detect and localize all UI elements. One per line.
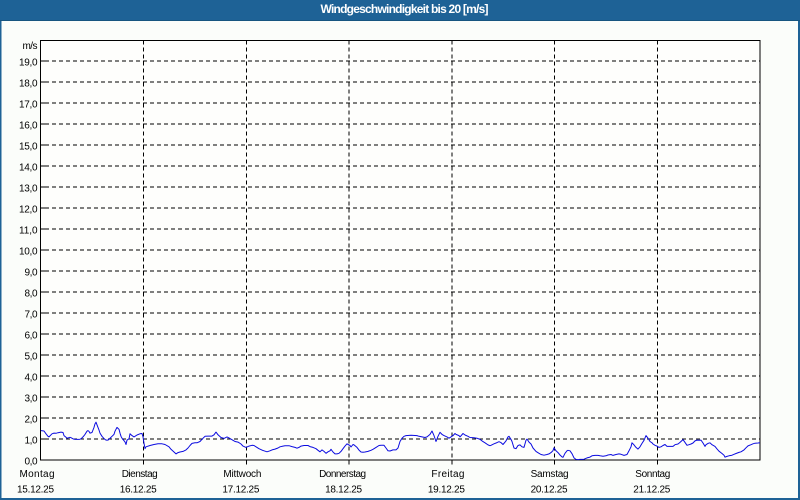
svg-text:4,0: 4,0 <box>25 373 38 384</box>
svg-text:13,0: 13,0 <box>19 184 38 195</box>
svg-text:16.12.25: 16.12.25 <box>120 484 157 495</box>
svg-text:19,0: 19,0 <box>19 58 38 69</box>
svg-text:1,0: 1,0 <box>25 436 38 447</box>
svg-text:16,0: 16,0 <box>19 121 38 132</box>
svg-text:21.12.25: 21.12.25 <box>633 484 670 495</box>
svg-text:Mittwoch: Mittwoch <box>223 469 261 480</box>
svg-text:Samstag: Samstag <box>531 469 569 480</box>
svg-text:Windgeschwindigkeit bis 20 [m/: Windgeschwindigkeit bis 20 [m/s] <box>321 2 489 16</box>
svg-text:6,0: 6,0 <box>25 331 38 342</box>
svg-text:5,0: 5,0 <box>25 352 38 363</box>
svg-text:2,0: 2,0 <box>25 415 38 426</box>
svg-text:17.12.25: 17.12.25 <box>222 484 259 495</box>
svg-text:18,0: 18,0 <box>19 79 38 90</box>
svg-text:Freitag: Freitag <box>431 469 464 480</box>
svg-text:15.12.25: 15.12.25 <box>17 484 54 495</box>
svg-text:Dienstag: Dienstag <box>122 469 158 480</box>
svg-text:17,0: 17,0 <box>19 100 38 111</box>
svg-text:10,0: 10,0 <box>19 247 38 258</box>
svg-text:14,0: 14,0 <box>19 163 38 174</box>
svg-text:8,0: 8,0 <box>25 289 38 300</box>
svg-text:20.12.25: 20.12.25 <box>531 484 568 495</box>
svg-text:0,0: 0,0 <box>25 457 38 468</box>
svg-text:18.12.25: 18.12.25 <box>325 484 362 495</box>
svg-text:19.12.25: 19.12.25 <box>428 484 465 495</box>
svg-text:7,0: 7,0 <box>25 310 38 321</box>
svg-text:m/s: m/s <box>23 41 38 52</box>
svg-text:9,0: 9,0 <box>25 268 38 279</box>
svg-text:11,0: 11,0 <box>19 226 38 237</box>
svg-text:12,0: 12,0 <box>19 205 38 216</box>
svg-text:15,0: 15,0 <box>19 142 38 153</box>
svg-text:3,0: 3,0 <box>25 394 38 405</box>
svg-text:Donnerstag: Donnerstag <box>319 469 366 480</box>
svg-text:Sonntag: Sonntag <box>635 469 670 480</box>
svg-text:Montag: Montag <box>20 469 55 480</box>
